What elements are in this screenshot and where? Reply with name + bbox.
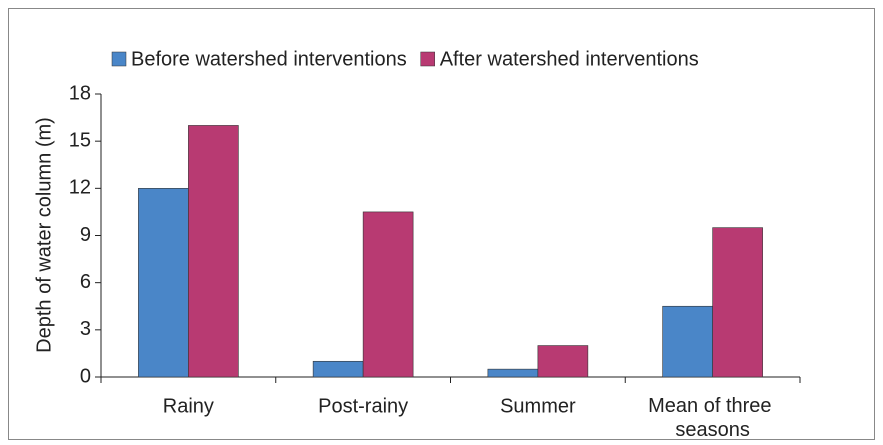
y-tick-label: 0 bbox=[80, 365, 91, 387]
y-tick-label: 15 bbox=[69, 129, 91, 151]
y-tick-label: 12 bbox=[69, 177, 91, 199]
legend-label: Before watershed interventions bbox=[131, 48, 407, 70]
bar bbox=[312, 360, 364, 378]
bar bbox=[362, 211, 414, 378]
frame bbox=[8, 8, 875, 440]
bar bbox=[188, 125, 239, 378]
bar bbox=[487, 368, 539, 378]
bar bbox=[537, 345, 589, 378]
y-tick-label: 9 bbox=[80, 224, 91, 246]
bar bbox=[712, 227, 763, 378]
x-tick-label: Mean of three seasons bbox=[648, 395, 777, 441]
y-tick-label: 6 bbox=[80, 271, 91, 293]
x-tick-label: Summer bbox=[500, 395, 576, 417]
legend-label: After watershed interventions bbox=[440, 48, 699, 70]
legend-swatch bbox=[111, 51, 127, 67]
y-axis-label: Depth of water column (m) bbox=[33, 117, 55, 353]
legend-swatch bbox=[420, 51, 435, 67]
x-tick-label: Rainy bbox=[163, 395, 214, 417]
y-tick-label: 3 bbox=[80, 318, 91, 340]
bar bbox=[138, 188, 189, 378]
y-tick-label: 18 bbox=[69, 82, 91, 104]
bar bbox=[662, 305, 713, 378]
x-tick-label: Post-rainy bbox=[318, 395, 408, 417]
